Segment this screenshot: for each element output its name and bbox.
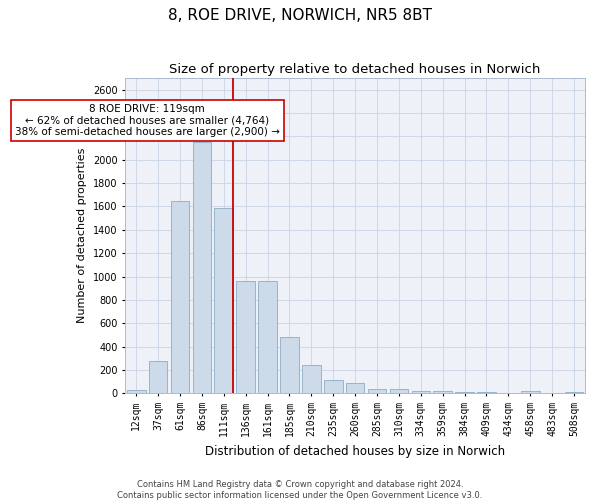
Y-axis label: Number of detached properties: Number of detached properties	[77, 148, 88, 324]
Bar	[346, 384, 364, 394]
Text: Contains HM Land Registry data © Crown copyright and database right 2024.
Contai: Contains HM Land Registry data © Crown c…	[118, 480, 482, 500]
Bar	[412, 391, 430, 394]
Text: 8 ROE DRIVE: 119sqm
← 62% of detached houses are smaller (4,764)
38% of semi-det: 8 ROE DRIVE: 119sqm ← 62% of detached ho…	[15, 104, 280, 137]
Bar	[214, 208, 233, 394]
Title: Size of property relative to detached houses in Norwich: Size of property relative to detached ho…	[169, 62, 541, 76]
Bar	[368, 389, 386, 394]
Bar	[258, 281, 277, 394]
Bar	[521, 391, 539, 394]
Bar	[236, 281, 255, 394]
Text: 8, ROE DRIVE, NORWICH, NR5 8BT: 8, ROE DRIVE, NORWICH, NR5 8BT	[168, 8, 432, 22]
Bar	[324, 380, 343, 394]
Bar	[565, 392, 583, 394]
Bar	[433, 391, 452, 394]
Bar	[193, 142, 211, 394]
Bar	[127, 390, 146, 394]
X-axis label: Distribution of detached houses by size in Norwich: Distribution of detached houses by size …	[205, 444, 505, 458]
Bar	[477, 392, 496, 394]
Bar	[280, 336, 299, 394]
Bar	[302, 364, 320, 394]
Bar	[455, 392, 474, 394]
Bar	[389, 390, 408, 394]
Bar	[149, 361, 167, 394]
Bar	[171, 200, 190, 394]
